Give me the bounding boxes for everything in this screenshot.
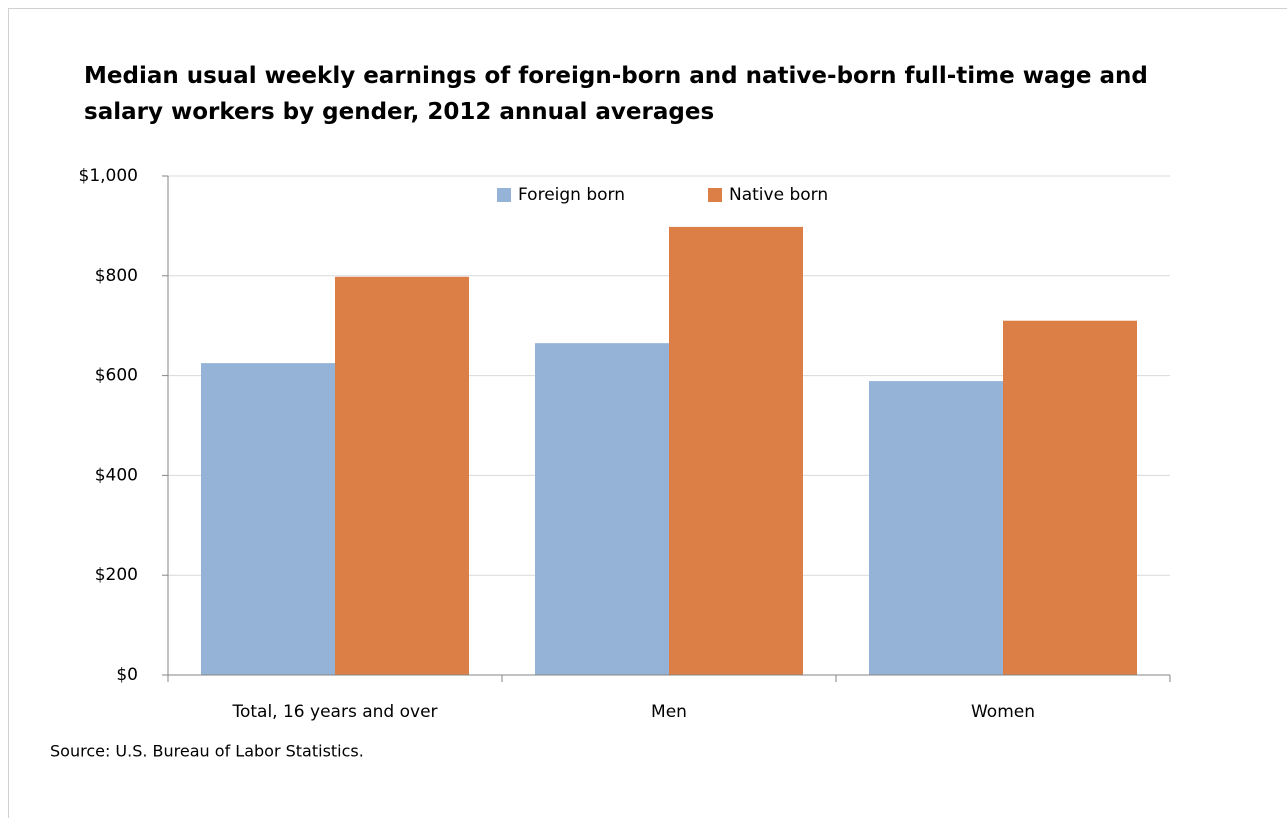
legend-swatch (497, 188, 511, 202)
y-tick-label: $800 (95, 266, 138, 286)
bar (535, 343, 669, 675)
y-tick-label: $600 (95, 366, 138, 386)
bar (1003, 320, 1137, 675)
bar (669, 226, 803, 675)
y-tick-label: $200 (95, 565, 138, 585)
bar (869, 381, 1003, 675)
x-tick-label: Men (651, 702, 687, 722)
legend-swatch (708, 188, 722, 202)
bar (201, 363, 335, 675)
x-tick-label: Women (971, 702, 1035, 722)
chart-frame (8, 8, 1287, 818)
x-tick-label: Total, 16 years and over (231, 702, 437, 722)
y-tick-label: $0 (116, 665, 138, 685)
legend-label: Foreign born (518, 185, 625, 205)
bar (335, 276, 469, 675)
chart-title: Median usual weekly earnings of foreign-… (84, 63, 1148, 125)
y-tick-label: $1,000 (79, 166, 138, 186)
source-note: Source: U.S. Bureau of Labor Statistics. (50, 742, 364, 761)
legend-label: Native born (729, 185, 828, 205)
y-tick-label: $400 (95, 465, 138, 485)
